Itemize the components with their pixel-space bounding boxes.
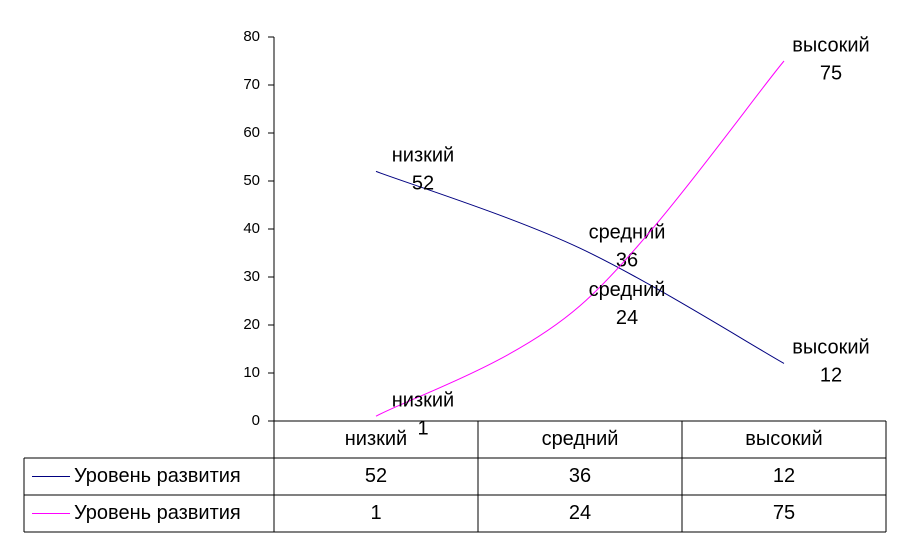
series-line xyxy=(375,60,785,417)
data-label-value: 52 xyxy=(412,173,434,195)
y-tick-label: 40 xyxy=(243,220,260,237)
x-tick-label: высокий xyxy=(745,428,822,450)
data-label-category: средний xyxy=(589,221,666,243)
y-tick-label: 80 xyxy=(243,28,260,45)
table-value: 36 xyxy=(569,465,591,487)
y-tick-label: 60 xyxy=(243,124,260,141)
data-label-value: 12 xyxy=(820,365,842,387)
data-label-category: высокий xyxy=(792,337,869,359)
data-label-value: 1 xyxy=(417,417,428,439)
table-value: 75 xyxy=(773,502,795,524)
x-tick-label: низкий xyxy=(345,428,407,450)
y-tick-label: 20 xyxy=(243,316,260,333)
y-tick-label: 30 xyxy=(243,268,260,285)
y-tick-label: 0 xyxy=(252,412,260,429)
table-value: 24 xyxy=(569,502,591,524)
table-value: 1 xyxy=(370,502,381,524)
table-value: 12 xyxy=(773,465,795,487)
y-tick-label: 50 xyxy=(243,172,260,189)
data-label-value: 36 xyxy=(616,249,638,271)
series-line xyxy=(375,170,785,364)
data-label-category: низкий xyxy=(392,145,454,167)
legend-label: Уровень развития xyxy=(74,502,241,524)
x-tick-label: средний xyxy=(542,428,619,450)
data-label-category: высокий xyxy=(792,34,869,56)
data-label-value: 24 xyxy=(616,307,638,329)
data-label-category: средний xyxy=(589,279,666,301)
legend-label: Уровень развития xyxy=(74,465,241,487)
y-tick-label: 10 xyxy=(243,364,260,381)
y-tick-label: 70 xyxy=(243,76,260,93)
data-label-category: низкий xyxy=(392,389,454,411)
table-value: 52 xyxy=(365,465,387,487)
data-label-value: 75 xyxy=(820,62,842,84)
